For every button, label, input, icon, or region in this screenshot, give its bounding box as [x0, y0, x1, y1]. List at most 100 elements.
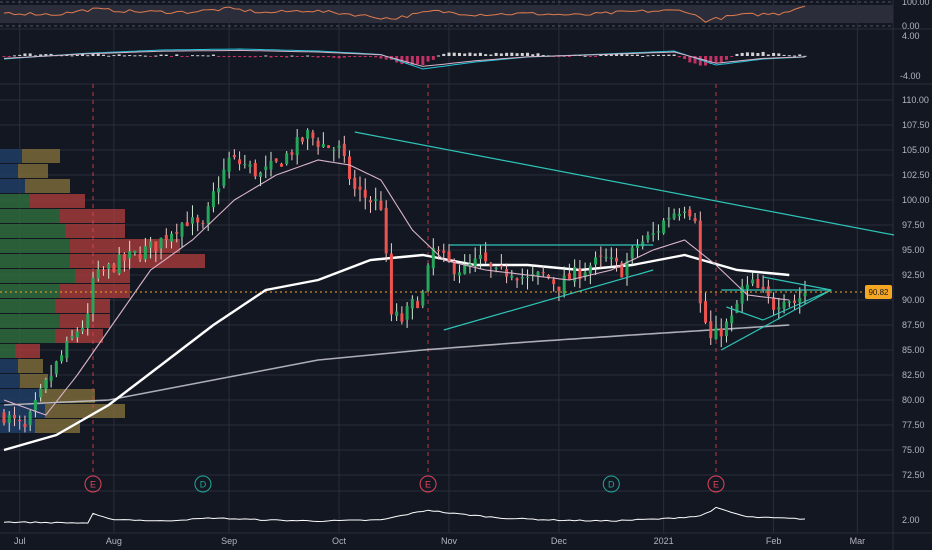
candle-body	[562, 275, 566, 294]
macd-histogram-bar	[201, 55, 205, 57]
candle-body	[510, 275, 514, 278]
volume-profile-down-bar	[60, 314, 110, 328]
candle-body	[65, 340, 69, 358]
volume-profile-up-bar	[0, 179, 25, 193]
candle-body	[321, 144, 325, 148]
candle-body	[86, 313, 90, 328]
candle-body	[190, 217, 194, 224]
candle-body	[243, 164, 247, 166]
macd-histogram-bar	[793, 55, 797, 57]
candle-body	[374, 199, 378, 201]
candle-body	[468, 263, 472, 266]
candle-body	[489, 263, 493, 267]
time-axis-label: Mar	[850, 536, 866, 546]
macd-histogram-bar	[541, 54, 545, 56]
event-marker-letter: E	[713, 480, 719, 490]
candle-body	[33, 399, 37, 411]
candle-body	[175, 232, 179, 234]
macd-line	[3, 48, 806, 70]
candle-body	[698, 220, 702, 304]
candle-body	[567, 273, 571, 280]
volume-profile-down-bar	[20, 374, 48, 388]
candle-body	[290, 152, 294, 155]
macd-histogram-bar	[599, 54, 603, 56]
candle-body	[107, 264, 111, 269]
candle-body	[447, 251, 451, 262]
price-axis-label: 97.50	[902, 220, 925, 230]
candle-body	[599, 255, 603, 257]
macd-histogram-bar	[112, 55, 116, 57]
macd-histogram-bar	[33, 55, 37, 57]
candle-body	[348, 156, 352, 180]
macd-histogram-bar	[777, 53, 781, 56]
candle-body	[442, 250, 446, 253]
macd-histogram-bar	[138, 55, 142, 57]
sma-slow-line	[3, 324, 790, 406]
candle-body	[683, 211, 687, 214]
volume-profile-up-bar	[0, 224, 65, 238]
volume-profile-up-bar	[0, 194, 30, 208]
candle-body	[279, 163, 283, 167]
candle-body	[745, 284, 749, 289]
candle-body	[803, 292, 807, 297]
macd-histogram-bar	[170, 56, 174, 57]
price-axis-label: 110.00	[902, 95, 929, 105]
macd-histogram-bar	[248, 56, 252, 58]
macd-histogram-bar	[2, 56, 6, 57]
candle-body	[400, 313, 404, 322]
price-axis-label: 105.00	[902, 145, 930, 155]
macd-histogram-bar	[149, 56, 153, 57]
candle-body	[604, 256, 608, 258]
macd-histogram-bar	[437, 55, 441, 57]
candle-body	[384, 207, 388, 254]
macd-histogram-bar	[7, 56, 11, 57]
candle-body	[615, 257, 619, 262]
macd-histogram-bar	[683, 56, 687, 60]
volume-profile-down-bar	[55, 299, 110, 313]
macd-histogram-bar	[274, 56, 278, 57]
candle-body	[316, 140, 320, 147]
macd-histogram-bar	[222, 56, 226, 57]
volume-profile-down-bar	[30, 194, 85, 208]
candle-body	[410, 298, 414, 309]
candle-body	[541, 272, 545, 274]
candle-body	[431, 247, 435, 269]
macd-histogram-bar	[128, 55, 132, 57]
macd-histogram-bar	[101, 54, 105, 56]
volume-axis-label: 2.00	[902, 515, 920, 525]
macd-histogram-bar	[18, 54, 22, 56]
candle-body	[185, 222, 189, 226]
macd-histogram-bar	[756, 53, 760, 56]
candle-body	[154, 241, 158, 252]
trendline	[443, 269, 654, 331]
macd-histogram-bar	[656, 54, 660, 56]
macd-histogram-bar	[154, 55, 158, 57]
candle-body	[478, 254, 482, 259]
candle-body	[583, 272, 587, 277]
macd-histogram-bar	[332, 56, 336, 58]
event-marker-circle	[602, 475, 620, 493]
candle-body	[426, 265, 430, 291]
macd-histogram-bar	[107, 55, 111, 57]
candle-body	[782, 301, 786, 309]
macd-histogram-bar	[70, 55, 74, 57]
candle-body	[546, 274, 550, 279]
time-axis-label: Nov	[441, 536, 458, 546]
last-price-text: 90.82	[868, 288, 889, 297]
candle-body	[180, 223, 184, 237]
candle-body	[531, 274, 535, 276]
macd-histogram-bar	[23, 53, 27, 56]
macd-histogram-bar	[164, 54, 168, 56]
candle-body	[133, 250, 137, 253]
volume-profile-down-bar	[60, 284, 130, 298]
candle-body	[515, 278, 519, 281]
candle-body	[311, 132, 315, 139]
volume-profile-down-bar	[65, 224, 125, 238]
candle-body	[494, 267, 498, 270]
macd-histogram-bar	[379, 56, 383, 59]
candle-body	[520, 277, 524, 279]
macd-histogram-bar	[499, 53, 503, 56]
macd-histogram-bar	[473, 53, 477, 56]
price-axis-label: 100.00	[902, 195, 930, 205]
